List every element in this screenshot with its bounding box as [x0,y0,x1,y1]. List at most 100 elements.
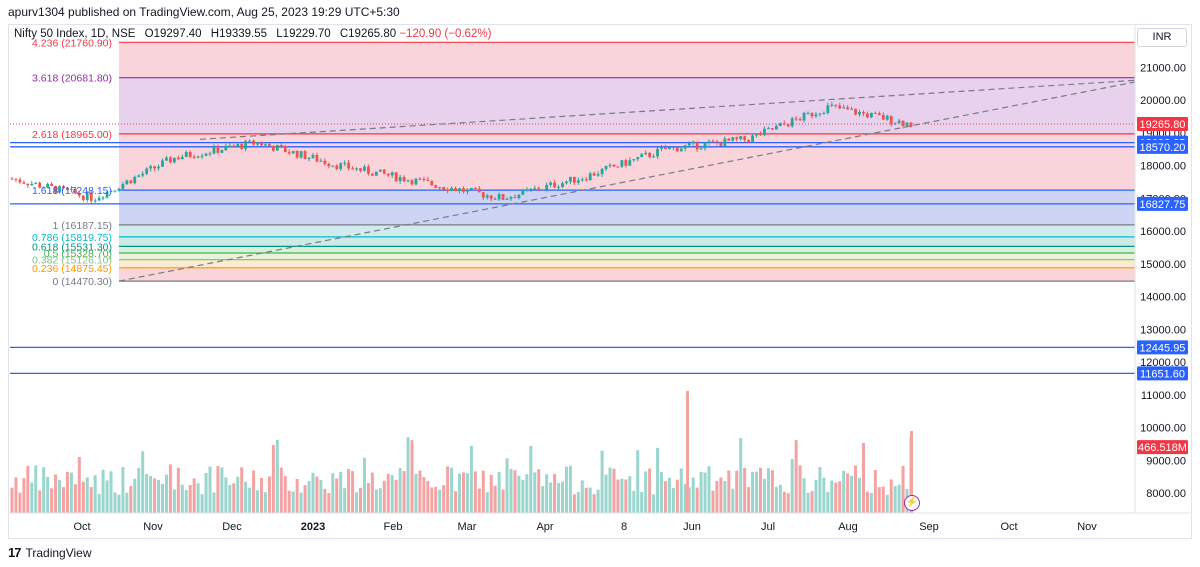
candle-body [588,173,592,181]
volume-bar [212,492,216,513]
volume-bar [572,494,576,513]
candle-body [648,152,652,157]
volume-bar [101,469,105,513]
candle-body [822,112,826,114]
candle-body [608,164,612,166]
time-tick-label: Sep [919,521,939,533]
volume-bar [493,485,497,513]
candle-body [687,142,691,146]
volume-bar [200,494,204,513]
volume-bar [406,437,410,513]
volume-bar [707,466,711,513]
candle-body [200,155,204,157]
candle-body [485,195,489,198]
candle-body [727,138,731,141]
candle-body [509,197,513,199]
candle-body [458,188,461,192]
candle-body [438,187,442,189]
volume-bar [331,473,335,513]
volume-bar [865,491,869,513]
volume-bar [378,488,382,513]
volume-bar [553,473,557,513]
candle-body [109,190,113,192]
candle-body [703,142,707,149]
candle-body [584,179,588,181]
candle-body [858,112,861,115]
candle-body [426,179,430,181]
candle-body [224,145,228,151]
candle-body [683,145,687,149]
candle-body [323,160,327,164]
volume-bar [679,468,683,513]
candle-body [26,183,30,186]
volume-bar [640,491,644,513]
candle-body [271,146,275,151]
volume-bar [89,487,93,513]
lightning-icon[interactable]: ⚡ [904,495,920,511]
symbol-name[interactable]: Nifty 50 Index, 1D, NSE [14,28,136,40]
candle-body [244,141,248,149]
candle-body [794,118,798,120]
candle-body [612,164,616,167]
fib-label: 4.236 (21760.90) [32,37,112,49]
volume-bar [450,467,454,513]
candle-body [866,113,869,118]
volume-bar [881,486,885,513]
volume-bar [252,470,256,513]
volume-bar [497,472,501,513]
candle-body [402,177,406,182]
candle-body [386,173,390,176]
volume-bar [145,473,149,513]
candle-body [572,176,576,183]
volume-bar [671,487,675,513]
volume-bar [85,477,89,513]
volume-bar [584,487,588,513]
volume-bar [287,490,291,513]
fib-zone [119,77,1135,134]
candle-body [117,188,121,191]
candle-body [711,141,715,143]
chart-frame[interactable] [8,24,1192,539]
volume-bar [723,481,727,513]
candle-body [834,104,838,106]
candle-body [505,198,509,200]
candle-body [14,178,18,180]
volume-bar [588,487,592,513]
volume-bar [14,477,18,513]
currency-button[interactable]: INR [1137,28,1187,47]
volume-bar [109,471,113,513]
volume-bar [263,492,267,513]
candle-body [624,160,628,166]
candle-body [691,141,695,143]
candle-body [620,160,624,167]
candle-body [885,115,889,120]
volume-bar [727,470,731,513]
volume-bar [549,482,553,513]
volume-bar [426,480,430,513]
volume-bar [770,470,774,513]
volume-bar [256,490,260,513]
candle-body [22,182,26,184]
volume-bar [612,468,616,513]
volume-bar [26,465,30,513]
volume-bar [180,484,184,513]
candle-body [66,188,69,190]
candle-body [664,147,667,150]
candle-body [30,183,34,186]
price-tag [1137,196,1188,211]
volume-bar [77,456,81,513]
candle-body [477,188,481,193]
candle-body [153,166,156,169]
candle-body [873,112,877,114]
volume-bar [675,479,679,513]
volume-bar [295,479,299,513]
volume-bar [279,467,283,513]
candle-body [525,189,529,191]
volume-bar [505,458,509,513]
volume-bar [814,480,818,513]
volume-bar [117,494,121,513]
volume-bar [267,476,271,513]
candle-body [893,123,897,125]
candle-body [418,178,422,180]
